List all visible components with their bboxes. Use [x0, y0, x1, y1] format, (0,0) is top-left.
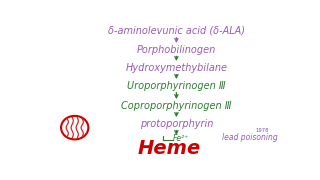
Text: Coproporphyrinogen Ⅲ: Coproporphyrinogen Ⅲ — [121, 101, 232, 111]
Text: lead poisoning: lead poisoning — [222, 133, 277, 142]
Text: Uroporphyrinogen Ⅲ: Uroporphyrinogen Ⅲ — [127, 81, 226, 91]
Text: Porphobilinogen: Porphobilinogen — [137, 45, 216, 55]
Text: δ-aminolevunic acid (δ-ALA): δ-aminolevunic acid (δ-ALA) — [108, 26, 245, 36]
Text: Fe²⁺: Fe²⁺ — [173, 134, 189, 143]
Text: Hydroxymethybilane: Hydroxymethybilane — [125, 63, 228, 73]
Text: protoporphyrin: protoporphyrin — [140, 119, 213, 129]
Text: Heme: Heme — [137, 139, 201, 158]
Text: 1978: 1978 — [255, 128, 269, 133]
